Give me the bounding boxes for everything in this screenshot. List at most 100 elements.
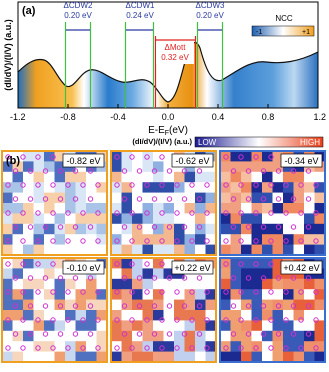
map-pixel (23, 351, 34, 363)
map-pixel (132, 213, 143, 225)
map-pixel (272, 258, 284, 269)
map-pixel (23, 203, 34, 214)
map-pixel (12, 213, 24, 225)
map-pixel (184, 330, 196, 342)
map-pixel (293, 330, 305, 342)
map-pixel (12, 182, 24, 193)
map-pixel (230, 289, 242, 300)
map-pixel (314, 330, 326, 342)
x-tick-label: 0.8 (262, 112, 275, 122)
map-pixel (262, 289, 273, 300)
atom-marker (181, 331, 188, 337)
atom-marker (129, 261, 135, 267)
map-pixel (65, 234, 76, 245)
map-pixel (86, 213, 97, 225)
map-pixel (111, 161, 122, 173)
map-pixel (65, 351, 76, 363)
atom-marker (204, 317, 210, 323)
map-border (1, 150, 108, 256)
map-pixel (262, 244, 273, 256)
map-pixel (142, 213, 154, 225)
map-pixel (142, 258, 154, 269)
map-pixel (65, 182, 76, 193)
map-pixel (153, 258, 164, 269)
map-pixel (195, 351, 206, 363)
map-pixel (2, 258, 13, 269)
map-pixel (251, 330, 263, 342)
map-pixel (230, 182, 242, 193)
map-pixel (153, 289, 164, 300)
map-pixel (314, 299, 326, 311)
atom-marker (50, 238, 56, 244)
annotation-value: 0.20 eV (64, 11, 92, 20)
atom-marker (35, 182, 41, 188)
map-pixel (272, 234, 284, 245)
map-pixel (12, 151, 24, 162)
map-pixel (111, 351, 122, 363)
map-pixel (111, 278, 122, 290)
map-pixel (153, 310, 164, 321)
map-pixel (304, 203, 315, 214)
x-label: E-EF(eV) (148, 125, 188, 137)
map-pixel (283, 330, 294, 342)
map-pixel (142, 278, 154, 290)
spectrum-fill (18, 42, 318, 108)
map: -0.10 eV (1, 257, 108, 363)
annotation-name: ΔCDW1 (126, 1, 155, 10)
map-pixel (262, 268, 273, 280)
map-pixel (195, 278, 206, 290)
map-pixel (153, 278, 164, 290)
atom-marker (204, 210, 210, 216)
map-pixel (75, 310, 87, 321)
map-pixel (272, 182, 284, 193)
map-pixel (65, 341, 76, 352)
atom-marker (166, 275, 173, 281)
atom-marker (121, 196, 128, 202)
map-pixel (121, 351, 133, 363)
map-pixel (23, 151, 34, 162)
atom-marker (114, 154, 120, 160)
map-pixel (121, 182, 133, 193)
energy-box (280, 260, 323, 275)
atom-marker (275, 331, 282, 337)
map-pixel (23, 258, 34, 269)
map-pixel (96, 223, 108, 235)
map-pixel (12, 171, 24, 183)
atom-marker (136, 196, 143, 202)
map-pixel (132, 268, 143, 280)
map-pixel (121, 341, 133, 352)
map-pixel (304, 182, 315, 193)
map-pixel (195, 234, 206, 245)
atom-marker (283, 317, 289, 323)
map-pixel (230, 171, 242, 183)
atom-marker (87, 331, 94, 337)
map-pixel (220, 161, 231, 173)
atom-marker (151, 275, 158, 281)
map-pixel (153, 171, 164, 183)
map-pixel (132, 330, 143, 342)
atom-marker (50, 182, 56, 188)
atom-marker (87, 275, 94, 281)
atom-marker (305, 224, 312, 230)
atom-marker (35, 317, 41, 323)
atom-marker (275, 196, 282, 202)
map-pixel (314, 192, 326, 204)
atom-marker (174, 317, 180, 323)
atom-marker (80, 182, 86, 188)
atom-marker (283, 289, 289, 295)
map-pixel (33, 244, 45, 256)
map-pixel (86, 182, 97, 193)
atom-marker (80, 210, 86, 216)
map-pixel (314, 289, 326, 300)
map-pixel (195, 320, 206, 332)
atom-marker (95, 345, 101, 351)
map-pixel (174, 203, 185, 214)
map-pixel (12, 320, 24, 332)
map-pixel (2, 213, 13, 225)
map-pixel (293, 351, 305, 363)
map-pixel (241, 341, 252, 352)
atom-marker (42, 168, 49, 174)
map-pixel (111, 151, 122, 162)
map-pixel (54, 203, 66, 214)
map-pixel (304, 351, 315, 363)
